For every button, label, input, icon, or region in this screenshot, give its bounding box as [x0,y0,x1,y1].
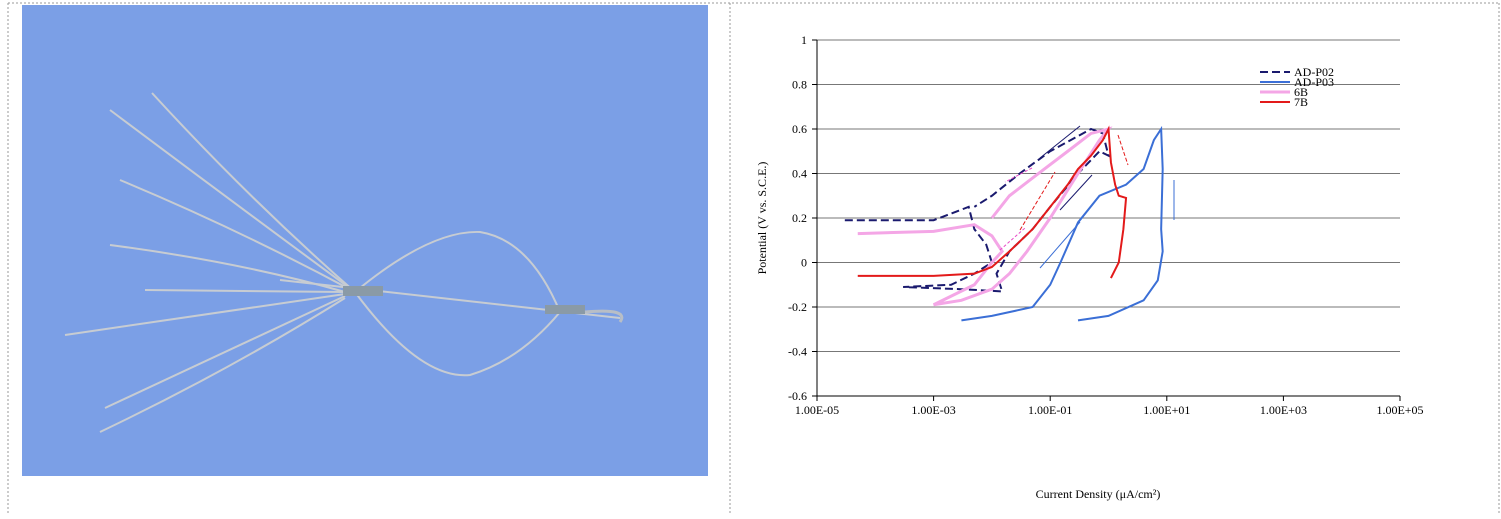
x-tick-label: 1.00E+01 [1143,403,1190,417]
x-tick-label: 1.00E-01 [1028,403,1072,417]
x-tick-label: 1.00E-03 [911,403,955,417]
data-line [857,126,1113,307]
y-tick-label: 0.4 [792,167,807,181]
y-tick-label: -0.6 [788,389,807,403]
layout-frame [7,2,1500,514]
legend-label: 6B [1294,85,1308,99]
data-line [857,125,1128,279]
y-tick-label: -0.2 [788,300,807,314]
y-tick-label: 0.6 [792,122,807,136]
x-tick-label: 1.00E-05 [795,403,839,417]
x-axis-title: Current Density (μA/cm²) [1036,487,1161,501]
y-tick-label: 0 [801,256,807,270]
y-tick-label: 0.8 [792,78,807,92]
data-line [961,125,1164,322]
chart: Current Density (μA/cm²) Potential (V vs… [755,33,1424,501]
y-axis-title: Potential (V vs. S.C.E.) [755,162,769,275]
y-tick-label: 1 [801,33,807,47]
annotation-arrows [999,125,1175,269]
legend-label: 7B [1294,95,1308,109]
photo [22,5,708,476]
x-tick-label: 1.00E+05 [1376,403,1423,417]
y-tick-label: 0.2 [792,211,807,225]
y-tick-label: -0.4 [788,345,807,359]
legend-label: AD-P02 [1294,65,1334,79]
x-tick-label: 1.00E+03 [1260,403,1307,417]
data-line [844,127,1111,293]
legend-label: AD-P03 [1294,75,1334,89]
